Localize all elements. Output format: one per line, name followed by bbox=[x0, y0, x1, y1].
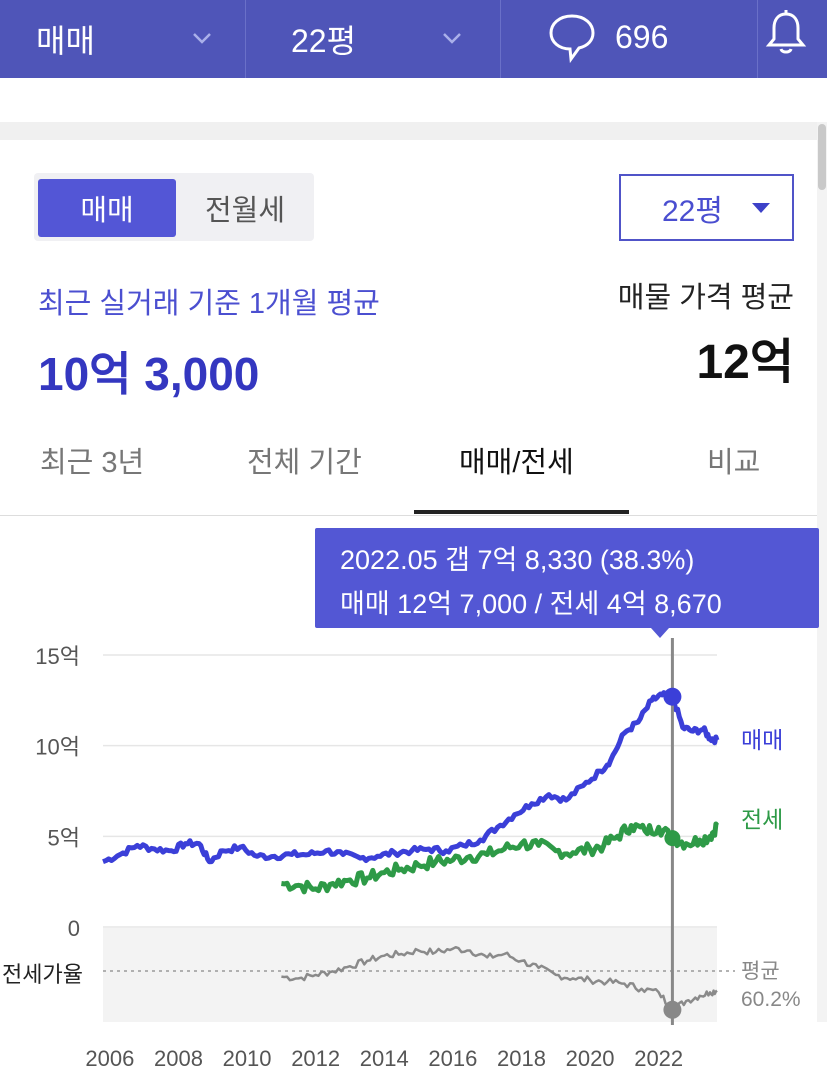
jeonse-series-label: 전세 bbox=[741, 806, 783, 832]
bell-icon bbox=[765, 10, 807, 54]
trade-type-toggle: 매매 전월세 bbox=[34, 173, 314, 241]
jeonse-ratio-line bbox=[281, 945, 718, 1013]
y-tick-label: 10억 bbox=[35, 735, 80, 760]
top-navigation-bar: 매매 22평 696 bbox=[0, 0, 827, 78]
jeonse-ratio-label: 전세가율 bbox=[2, 962, 83, 987]
y-axis-ticks: 15억 10억 5억 0 bbox=[35, 644, 80, 941]
recent-average-value: 10억 3,000 bbox=[38, 348, 260, 400]
toggle-rent-button[interactable]: 전월세 bbox=[204, 195, 286, 227]
area-dropdown[interactable]: 22평 bbox=[619, 174, 794, 241]
x-tick-label: 2016 bbox=[428, 1046, 477, 1071]
sale-series-label: 매매 bbox=[741, 727, 783, 753]
x-tick-label: 2010 bbox=[223, 1046, 272, 1071]
comment-count: 696 bbox=[615, 19, 669, 55]
x-tick-label: 2006 bbox=[85, 1046, 134, 1071]
x-tick-label: 2014 bbox=[360, 1046, 409, 1071]
tab-sale-jeonse[interactable]: 매매/전세 bbox=[459, 447, 574, 479]
sale-marker bbox=[663, 687, 682, 706]
recent-average-label: 최근 실거래 기준 1개월 평균 bbox=[38, 288, 380, 320]
chat-bubble-icon bbox=[549, 14, 595, 64]
tab-recent-3-years[interactable]: 최근 3년 bbox=[40, 447, 145, 479]
y-tick-label: 0 bbox=[68, 916, 80, 941]
toggle-sale-button[interactable]: 매매 bbox=[38, 179, 176, 237]
comments-button[interactable]: 696 bbox=[501, 0, 758, 78]
listing-average-label: 매물 가격 평균 bbox=[617, 282, 794, 314]
jeonse-line bbox=[281, 821, 720, 895]
ratio-average-value: 60.2% bbox=[741, 988, 801, 1011]
ratio-average-label: 평균 bbox=[741, 960, 780, 983]
x-tick-label: 2020 bbox=[566, 1046, 615, 1071]
active-tab-indicator bbox=[414, 510, 629, 514]
chevron-down-icon bbox=[193, 33, 211, 44]
x-tick-label: 2018 bbox=[497, 1046, 546, 1071]
chart-tooltip: 2022.05 갭 7억 8,330 (38.3%) 매매 12억 7,000 … bbox=[315, 528, 819, 638]
sale-line bbox=[102, 690, 720, 865]
jeonse-ratio-panel bbox=[103, 928, 717, 1022]
tab-compare[interactable]: 비교 bbox=[707, 447, 761, 479]
x-tick-label: 2008 bbox=[154, 1046, 203, 1071]
listing-average-value: 12억 bbox=[696, 336, 794, 389]
chart-period-tabs: 최근 3년 전체 기간 매매/전세 비교 bbox=[0, 425, 817, 516]
y-tick-label: 5억 bbox=[48, 825, 80, 850]
tooltip-gap-line: 2022.05 갭 7억 8,330 (38.3%) bbox=[340, 545, 695, 575]
jeonse-marker bbox=[664, 830, 681, 847]
trade-type-selector[interactable]: 매매 bbox=[0, 0, 246, 78]
scrollbar-thumb[interactable] bbox=[818, 124, 826, 190]
x-tick-label: 2022 bbox=[634, 1046, 683, 1071]
section-divider bbox=[0, 122, 827, 140]
x-axis-ticks: 2006 2008 2010 2012 2014 2016 2018 2020 2022 bbox=[85, 1046, 683, 1071]
tab-full-period[interactable]: 전체 기간 bbox=[247, 447, 362, 479]
x-tick-label: 2012 bbox=[291, 1046, 340, 1071]
chart-gridlines bbox=[103, 654, 717, 928]
area-label: 22평 bbox=[291, 23, 357, 59]
area-dropdown-value: 22평 bbox=[662, 194, 723, 228]
area-selector[interactable]: 22평 bbox=[246, 0, 501, 78]
y-tick-label: 15억 bbox=[35, 644, 80, 669]
notification-button[interactable] bbox=[758, 0, 827, 78]
ratio-marker bbox=[663, 1000, 682, 1019]
tooltip-price-line: 매매 12억 7,000 / 전세 4억 8,670 bbox=[340, 589, 722, 619]
caret-down-icon bbox=[752, 203, 770, 213]
tooltip-pointer bbox=[651, 628, 669, 638]
scrollbar-track[interactable] bbox=[817, 122, 827, 1022]
chevron-down-icon bbox=[443, 33, 461, 44]
trade-type-label: 매매 bbox=[36, 23, 95, 59]
